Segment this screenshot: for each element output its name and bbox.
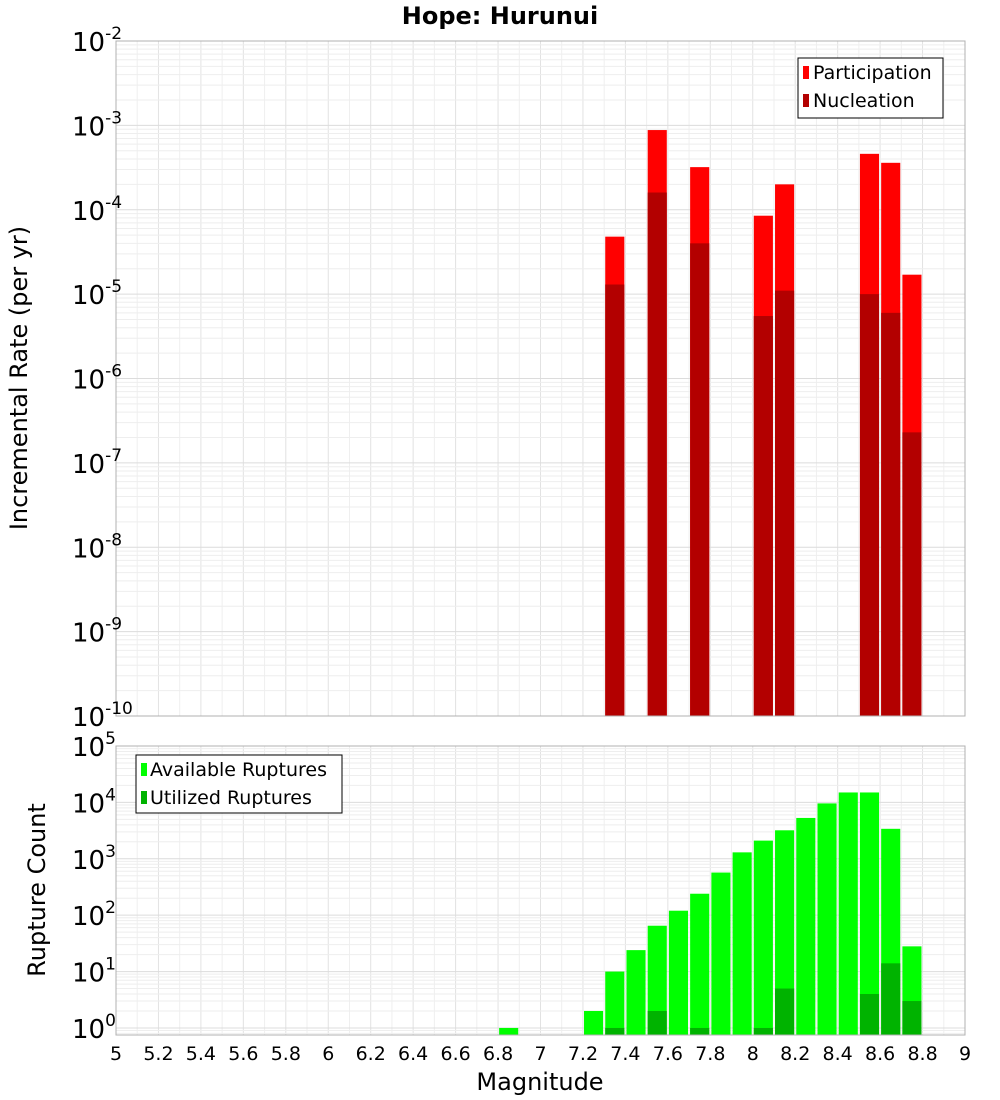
top-y-tick-label: 10-9 [72,615,122,649]
top-panel: 10-10 10-9 10-8 10-7 10-6 10-5 10-4 10-3 10-2 In… [5,24,966,733]
x-tick-label: 6 [322,1043,334,1065]
bottom-bar-available-ruptures [753,840,773,1035]
bottom-y-tick-label: 101 [72,955,116,989]
x-tick-label: 8.2 [780,1043,810,1065]
bottom-bar-utilized-ruptures [859,994,880,1035]
top-y-tick-label: 10-6 [72,362,122,396]
bottom-y-tick-label: 104 [72,785,116,819]
top-bar-nucleation [902,432,922,716]
bottom-panel: 100 101 102 103 104 105 5 5.2 5.4 5.6 5.8 6 6.2 6.4 6… [23,729,971,1096]
bottom-bar-utilized-ruptures [690,1027,710,1035]
top-bar-nucleation [647,192,667,717]
bottom-bar-utilized-ruptures [647,1010,667,1035]
bottom-y-tick-label: 102 [72,898,116,932]
top-legend: Participation Nucleation [797,57,944,119]
legend-swatch-participation [803,66,809,79]
bottom-y-tick-label: 105 [72,729,116,763]
x-tick-label: 5.8 [271,1043,301,1065]
top-bar-nucleation [859,294,880,716]
bottom-y-tick-label: 103 [72,842,116,876]
x-tick-label: 9 [959,1043,971,1065]
x-tick-label: 5.6 [228,1043,258,1065]
top-y-tick-label: 10-4 [72,193,122,227]
bottom-legend: Available Ruptures Utilized Ruptures [135,754,343,814]
bottom-y-axis-title: Rupture Count [23,803,51,977]
x-tick-label: 8 [747,1043,759,1065]
x-tick-labels: 5 5.2 5.4 5.6 5.8 6 6.2 6.4 6.6 6.8 7 7.2 7.4 7.6 7.8 8… [110,1043,971,1065]
top-bar-nucleation [775,290,795,716]
bottom-bar-utilized-ruptures [902,1001,922,1035]
legend-label-participation: Participation [813,62,932,84]
top-y-tick-label: 10-10 [72,699,133,733]
x-tick-label: 6.4 [398,1043,428,1065]
x-tick-label: 6.8 [483,1043,513,1065]
bottom-bar-available-ruptures [711,872,731,1035]
top-y-tick-label: 10-2 [72,24,122,58]
top-legend-box [797,57,944,119]
legend-label-utilized: Utilized Ruptures [150,787,312,809]
legend-swatch-utilized [141,791,147,804]
top-y-tick-label: 10-3 [72,108,122,142]
legend-label-nucleation: Nucleation [813,90,915,112]
bottom-bar-available-ruptures [838,792,858,1035]
x-tick-label: 7.4 [610,1043,640,1065]
bottom-bar-available-ruptures [499,1027,519,1035]
x-axis-title: Magnitude [476,1068,603,1096]
bottom-legend-box [135,754,343,814]
bottom-bar-utilized-ruptures [775,988,795,1035]
top-bar-nucleation [881,312,901,716]
bottom-bar-available-ruptures [732,852,752,1035]
bottom-bar-available-ruptures [647,925,667,1035]
bottom-bar-utilized-ruptures [881,963,901,1035]
x-tick-label: 8.4 [823,1043,853,1065]
bottom-bar-available-ruptures [859,792,880,1035]
bottom-bar-available-ruptures [668,910,689,1035]
bottom-bars [499,792,922,1035]
top-y-tick-label: 10-7 [72,446,122,480]
bottom-bar-available-ruptures [796,817,816,1035]
top-y-tick-label: 10-5 [72,277,122,311]
x-tick-label: 5.4 [186,1043,216,1065]
bottom-bar-available-ruptures [605,971,625,1035]
x-tick-label: 6.2 [356,1043,386,1065]
legend-swatch-available [141,763,147,776]
top-bar-nucleation [753,316,773,716]
top-grid [115,40,966,717]
top-plot-border [115,40,966,717]
bottom-bar-utilized-ruptures [753,1027,773,1035]
bottom-y-tick-label: 100 [72,1011,116,1045]
bottom-bar-available-ruptures [775,830,795,1035]
x-tick-label: 7.6 [653,1043,683,1065]
legend-label-available: Available Ruptures [150,759,327,781]
top-bar-nucleation [690,243,710,717]
legend-swatch-nucleation [803,94,809,107]
bottom-y-tick-labels: 100 101 102 103 104 105 [72,729,116,1045]
bottom-bar-available-ruptures [690,893,710,1035]
bottom-bar-available-ruptures [626,950,646,1035]
top-bar-nucleation [605,284,625,716]
x-tick-label: 7 [534,1043,546,1065]
x-tick-label: 8.6 [865,1043,895,1065]
chart-title: Hope: Hurunui [402,2,598,30]
x-tick-label: 6.6 [440,1043,470,1065]
bottom-bar-available-ruptures [584,1010,604,1035]
top-bars [605,130,922,717]
x-tick-label: 5 [110,1043,122,1065]
bottom-plot-border [115,745,966,1036]
top-y-tick-label: 10-8 [72,530,122,564]
top-y-axis-title: Incremental Rate (per yr) [5,226,33,530]
x-tick-label: 8.8 [907,1043,937,1065]
x-tick-label: 5.2 [143,1043,173,1065]
top-y-tick-labels: 10-10 10-9 10-8 10-7 10-6 10-5 10-4 10-3 10-2 [72,24,133,733]
bottom-bar-available-ruptures [817,803,837,1035]
x-tick-label: 7.8 [695,1043,725,1065]
bottom-bar-utilized-ruptures [605,1027,625,1035]
x-tick-label: 7.2 [568,1043,598,1065]
